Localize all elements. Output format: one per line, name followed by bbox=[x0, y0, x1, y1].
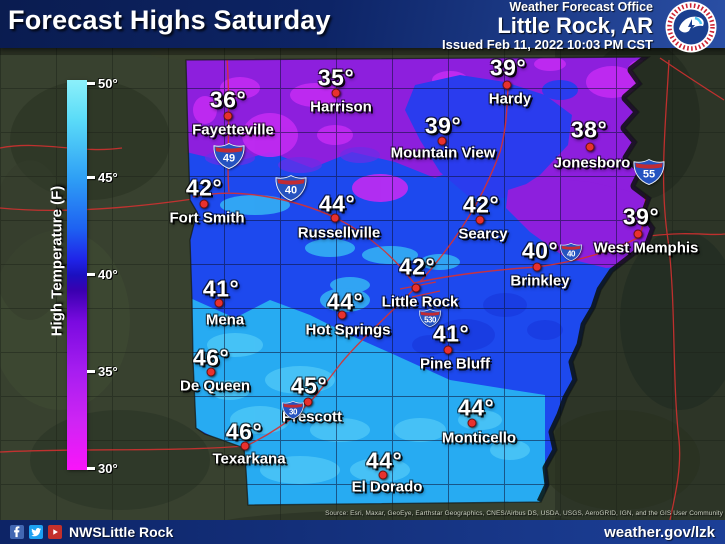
city-label-mountain-view: Mountain View bbox=[390, 144, 496, 162]
city-temp-el-dorado: 44° bbox=[365, 447, 403, 474]
city-dot-jonesboro bbox=[585, 142, 595, 152]
shield-number: 40 bbox=[567, 249, 575, 259]
issued-timestamp: Issued Feb 11, 2022 10:03 PM CST bbox=[442, 36, 653, 52]
city-dot-russellville bbox=[330, 213, 340, 223]
youtube-icon[interactable] bbox=[48, 525, 62, 539]
city-label-brinkley: Brinkley bbox=[510, 272, 570, 290]
city-label-fort-smith: Fort Smith bbox=[169, 209, 245, 227]
city-dot-pine-bluff bbox=[443, 345, 453, 355]
shield-number: 30 bbox=[289, 407, 297, 417]
city-dot-mountain-view bbox=[437, 136, 447, 146]
city-temp-mena: 41° bbox=[202, 275, 240, 302]
city-dot-fayetteville bbox=[223, 111, 233, 121]
city-temp-mountain-view: 39° bbox=[424, 112, 462, 139]
shield-number: 530 bbox=[424, 315, 436, 325]
city-dot-el-dorado bbox=[378, 470, 388, 480]
city-temp-jonesboro: 38° bbox=[570, 116, 608, 143]
city-label-fayetteville: Fayetteville bbox=[192, 121, 274, 139]
city-dot-prescott bbox=[303, 397, 313, 407]
interstate-530-shield: 530 bbox=[419, 308, 442, 328]
interstate-40-shield: 40 bbox=[275, 174, 307, 202]
footer-bar: NWSLittle Rock weather.gov/lzk bbox=[0, 520, 725, 544]
interstate-49-shield: 49 bbox=[213, 142, 245, 170]
city-temp-little-rock: 42° bbox=[398, 253, 436, 280]
city-label-hot-springs: Hot Springs bbox=[305, 321, 391, 339]
city-label-searcy: Searcy bbox=[458, 225, 508, 243]
city-temp-pine-bluff: 41° bbox=[432, 320, 470, 347]
city-label-monticello: Monticello bbox=[441, 429, 517, 447]
city-dot-brinkley bbox=[532, 262, 542, 272]
city-dot-hardy bbox=[502, 80, 512, 90]
city-label-texarkana: Texarkana bbox=[212, 450, 286, 468]
city-label-harrison: Harrison bbox=[310, 98, 372, 116]
page-title: Forecast Highs Saturday bbox=[8, 4, 331, 35]
website-url[interactable]: weather.gov/lzk bbox=[604, 523, 715, 541]
office-block: Weather Forecast Office Little Rock, AR … bbox=[442, 0, 653, 52]
interstate-40-shield: 40 bbox=[560, 242, 583, 262]
nws-logo bbox=[665, 1, 717, 53]
twitter-icon[interactable] bbox=[29, 525, 43, 539]
map-attribution: Source: Esri, Maxar, GeoEye, Earthstar G… bbox=[325, 510, 723, 517]
office-name: Weather Forecast Office bbox=[509, 0, 653, 14]
city-label-de-queen: De Queen bbox=[179, 377, 251, 395]
city-temp-hot-springs: 44° bbox=[326, 288, 364, 315]
city-temp-fayetteville: 36° bbox=[209, 86, 247, 113]
office-city: Little Rock, AR bbox=[497, 13, 653, 39]
city-temp-harrison: 35° bbox=[317, 64, 355, 91]
city-temp-texarkana: 46° bbox=[225, 418, 263, 445]
social-account-name: NWSLittle Rock bbox=[69, 524, 174, 540]
city-dot-fort-smith bbox=[199, 199, 209, 209]
city-temp-brinkley: 40° bbox=[521, 237, 559, 264]
city-label-west-memphis: West Memphis bbox=[593, 239, 699, 257]
interstate-55-shield: 55 bbox=[633, 158, 665, 186]
city-label-el-dorado: El Dorado bbox=[351, 478, 423, 496]
city-label-little-rock: Little Rock bbox=[381, 293, 459, 311]
city-dot-searcy bbox=[475, 215, 485, 225]
city-label-russellville: Russellville bbox=[297, 224, 381, 242]
city-temp-searcy: 42° bbox=[462, 191, 500, 218]
city-temp-de-queen: 46° bbox=[192, 344, 230, 371]
city-temp-russellville: 44° bbox=[318, 190, 356, 217]
shield-number: 55 bbox=[642, 168, 656, 181]
city-label-hardy: Hardy bbox=[488, 90, 532, 108]
city-temp-hardy: 39° bbox=[489, 54, 527, 81]
city-label-jonesboro: Jonesboro bbox=[553, 154, 631, 172]
interstate-30-shield: 30 bbox=[282, 400, 305, 420]
city-temp-west-memphis: 39° bbox=[622, 203, 660, 230]
city-dot-harrison bbox=[331, 88, 341, 98]
header-bar: Forecast Highs Saturday Weather Forecast… bbox=[0, 0, 725, 53]
city-dot-monticello bbox=[467, 418, 477, 428]
city-label-pine-bluff: Pine Bluff bbox=[420, 355, 490, 373]
city-temp-monticello: 44° bbox=[457, 394, 495, 421]
facebook-icon[interactable] bbox=[10, 525, 24, 539]
city-dot-de-queen bbox=[206, 367, 216, 377]
city-dot-mena bbox=[214, 298, 224, 308]
city-label-mena: Mena bbox=[205, 311, 245, 329]
shield-number: 49 bbox=[222, 152, 236, 165]
shield-number: 40 bbox=[284, 184, 298, 197]
city-temp-fort-smith: 42° bbox=[185, 174, 223, 201]
city-dot-hot-springs bbox=[337, 310, 347, 320]
city-dot-texarkana bbox=[240, 441, 250, 451]
city-dot-west-memphis bbox=[633, 229, 643, 239]
city-dot-little-rock bbox=[411, 283, 421, 293]
city-temp-prescott: 45° bbox=[290, 372, 328, 399]
